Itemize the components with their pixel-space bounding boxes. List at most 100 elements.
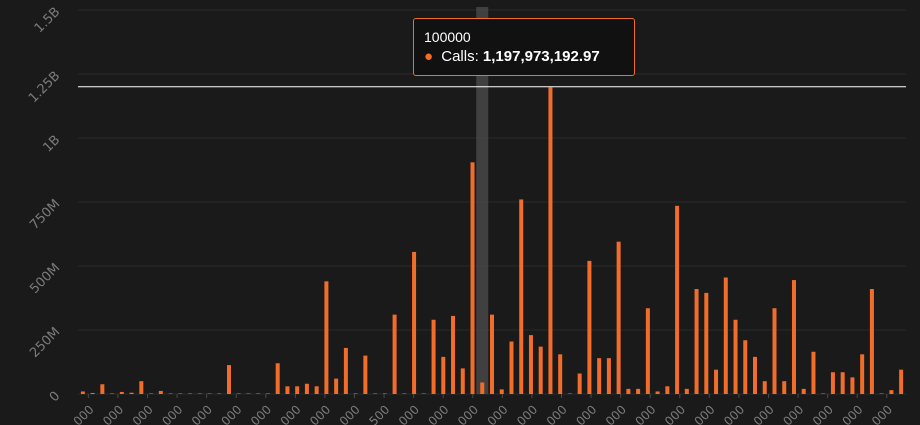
bar[interactable] <box>528 335 533 394</box>
bar[interactable] <box>246 393 251 394</box>
bar[interactable] <box>295 386 300 394</box>
bar[interactable] <box>402 393 407 394</box>
x-tick-label: 000 <box>544 402 570 425</box>
bar[interactable] <box>314 386 319 394</box>
bar[interactable] <box>714 369 719 394</box>
bar[interactable] <box>675 205 680 394</box>
bar[interactable] <box>587 260 592 394</box>
x-tick-label: 000 <box>780 402 806 425</box>
bar[interactable] <box>490 314 494 394</box>
bar[interactable] <box>655 391 660 394</box>
bar[interactable] <box>285 386 290 394</box>
bar[interactable] <box>519 199 524 394</box>
bar[interactable] <box>480 382 485 394</box>
x-tick-label: 000 <box>278 402 304 425</box>
bar[interactable] <box>119 391 124 394</box>
bar[interactable] <box>100 384 105 394</box>
x-tick-label: 000 <box>100 402 126 425</box>
bar[interactable] <box>149 393 154 394</box>
bar[interactable] <box>860 354 865 394</box>
bar[interactable] <box>304 383 309 394</box>
bar[interactable] <box>499 389 504 394</box>
bar[interactable] <box>168 393 173 394</box>
bar[interactable] <box>353 393 358 394</box>
bar[interactable] <box>626 388 631 394</box>
series-marker-icon: ● <box>424 48 434 65</box>
bar[interactable] <box>548 87 553 395</box>
bar[interactable] <box>207 393 212 394</box>
bar[interactable] <box>334 378 339 394</box>
y-tick-label: 750M <box>27 197 63 233</box>
x-tick-label: 000 <box>514 402 540 425</box>
x-tick-label: 000 <box>159 402 185 425</box>
bar[interactable] <box>665 386 670 394</box>
bar[interactable] <box>197 393 202 394</box>
bar[interactable] <box>256 393 261 394</box>
bar[interactable] <box>217 393 222 394</box>
bar[interactable] <box>879 393 884 394</box>
bar[interactable] <box>811 351 816 394</box>
bar[interactable] <box>830 372 835 394</box>
bar[interactable] <box>558 354 563 394</box>
bar[interactable] <box>421 393 426 394</box>
bar[interactable] <box>801 388 806 394</box>
bar[interactable] <box>869 289 874 394</box>
bar[interactable] <box>431 319 436 394</box>
bar[interactable] <box>158 390 163 394</box>
bar[interactable] <box>188 393 193 394</box>
bar[interactable] <box>80 391 85 394</box>
bar[interactable] <box>616 241 621 394</box>
bar[interactable] <box>606 358 611 394</box>
bar[interactable] <box>110 393 115 394</box>
bar[interactable] <box>226 365 231 394</box>
bar[interactable] <box>509 341 514 394</box>
bar[interactable] <box>772 308 777 394</box>
bar-series-calls[interactable] <box>80 87 904 395</box>
bar[interactable] <box>791 280 796 394</box>
bar[interactable] <box>460 368 465 394</box>
bar[interactable] <box>782 381 787 394</box>
bar[interactable] <box>90 392 95 394</box>
x-tick-label: 000 <box>839 402 865 425</box>
x-tick-label: 000 <box>189 402 215 425</box>
bar[interactable] <box>733 319 738 394</box>
bar[interactable] <box>889 390 894 394</box>
bar[interactable] <box>265 393 270 394</box>
bar[interactable] <box>236 393 241 394</box>
bar[interactable] <box>753 356 758 394</box>
bar[interactable] <box>373 393 378 394</box>
y-tick-label: 1.5B <box>32 5 64 37</box>
bar[interactable] <box>567 393 572 394</box>
bar[interactable] <box>597 358 602 394</box>
bar[interactable] <box>762 381 767 394</box>
bar[interactable] <box>684 388 689 394</box>
bar[interactable] <box>694 289 699 394</box>
y-axis-tick-labels: 0 250M 500M 750M 1B 1.25B 1.5B <box>26 5 63 405</box>
bar[interactable] <box>412 251 417 394</box>
bar[interactable] <box>451 315 456 394</box>
bar[interactable] <box>441 356 446 394</box>
bar[interactable] <box>723 277 728 394</box>
bar[interactable] <box>129 392 134 394</box>
bar[interactable] <box>275 363 280 394</box>
bar[interactable] <box>636 388 641 394</box>
bar[interactable] <box>840 372 845 394</box>
bar[interactable] <box>850 377 855 394</box>
bar[interactable] <box>139 381 144 394</box>
bar[interactable] <box>704 292 709 394</box>
bar[interactable] <box>470 162 475 394</box>
bar[interactable] <box>382 393 387 394</box>
bar[interactable] <box>899 369 904 394</box>
bar[interactable] <box>743 340 748 394</box>
bar[interactable] <box>538 346 543 394</box>
bar[interactable] <box>645 308 650 394</box>
x-tick-label: 000 <box>869 402 895 425</box>
bar[interactable] <box>343 347 348 394</box>
tooltip-x-value: 100000 <box>424 29 471 45</box>
bar[interactable] <box>821 393 826 394</box>
bar[interactable] <box>178 393 183 394</box>
bar[interactable] <box>324 281 329 394</box>
bar[interactable] <box>363 355 368 394</box>
bar[interactable] <box>577 373 582 394</box>
bar[interactable] <box>392 314 397 394</box>
